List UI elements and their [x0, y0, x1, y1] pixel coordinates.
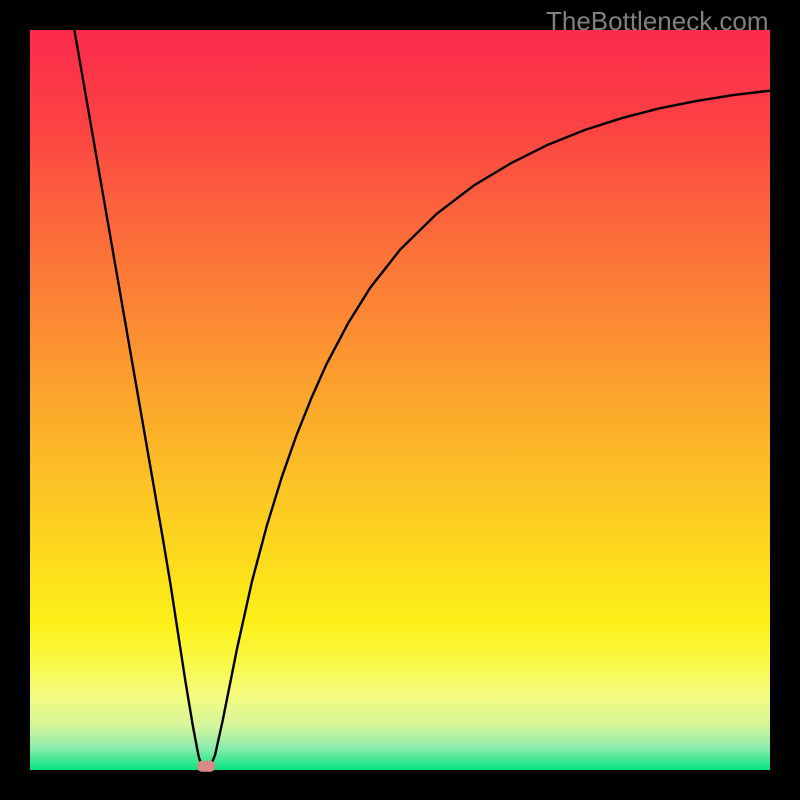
watermark-label: TheBottleneck.com — [546, 6, 769, 37]
plot-background — [30, 30, 770, 770]
chart-container: TheBottleneck.com — [0, 0, 800, 800]
sweet-spot-marker — [197, 761, 215, 772]
bottleneck-curve-plot — [0, 0, 800, 800]
